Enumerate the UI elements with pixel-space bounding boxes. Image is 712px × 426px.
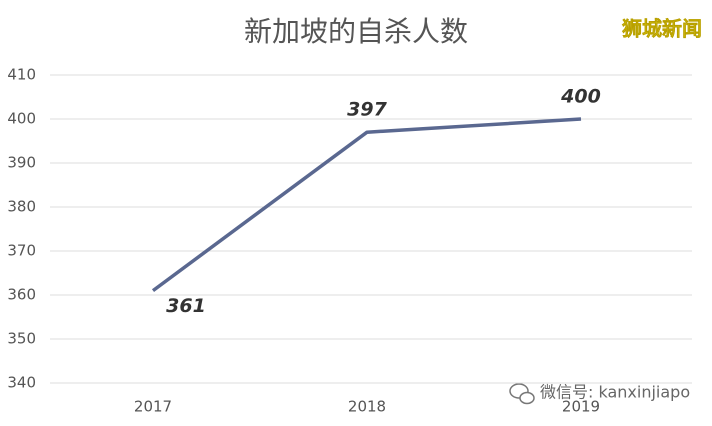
y-tick-label: 390 [7, 154, 36, 172]
x-tick-label: 2017 [134, 398, 172, 416]
y-tick-label: 410 [7, 66, 36, 84]
y-tick-label: 360 [7, 286, 36, 304]
x-tick-label: 2019 [562, 398, 600, 416]
data-label: 400 [560, 86, 601, 108]
x-tick-label: 2018 [348, 398, 386, 416]
y-tick-label: 370 [7, 242, 36, 260]
y-tick-label: 340 [7, 374, 36, 392]
data-label: 361 [166, 295, 206, 317]
wechat-icon [509, 383, 535, 405]
data-label: 397 [347, 99, 387, 121]
y-tick-label: 350 [7, 330, 36, 348]
chart-title: 新加坡的自杀人数 [244, 15, 468, 48]
y-tick-label: 400 [7, 110, 36, 128]
watermark: 狮城新闻 [622, 17, 702, 41]
wechat-id: 微信号: kanxinjiapo [540, 383, 690, 402]
y-tick-label: 380 [7, 198, 36, 216]
line [151, 117, 582, 293]
